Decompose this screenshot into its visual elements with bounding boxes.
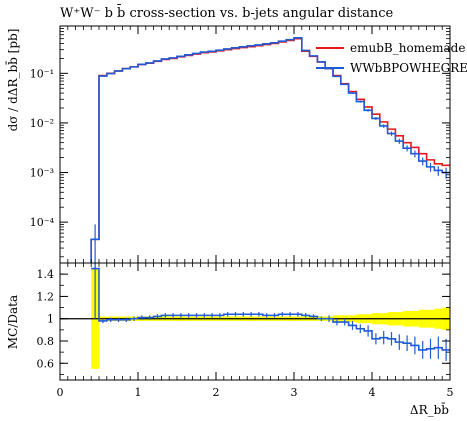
ratio-y-axis-label: MC/Data xyxy=(6,295,20,349)
x-tick-label-5: 5 xyxy=(447,386,454,399)
powheg-series-line xyxy=(90,37,450,263)
chart-title: W⁺W⁻ b b̄ cross-section vs. b-jets angul… xyxy=(60,4,394,21)
main-y-tick-label-1: 10⁻³ xyxy=(30,167,54,180)
x-tick-label-1: 1 xyxy=(135,386,142,399)
main-y-tick-label-2: 10⁻² xyxy=(30,117,54,130)
x-tick-label-4: 4 xyxy=(369,386,376,399)
legend: emubB_homemade WWbBPOWHEGRES xyxy=(316,41,467,75)
legend-label-emubB: emubB_homemade xyxy=(350,41,465,55)
main-y-axis-label: dσ / dΔR_bb̄ [pb] xyxy=(4,29,20,132)
main-y-tick-label-0: 10⁻⁴ xyxy=(30,216,55,229)
ratio-y-tick-label-3: 1.2 xyxy=(37,290,55,303)
ratio-y-tick-label-2: 1 xyxy=(47,313,54,326)
ratio-y-tick-label-1: 0.8 xyxy=(37,335,55,348)
x-tick-label-3: 3 xyxy=(291,386,298,399)
x-tick-label-2: 2 xyxy=(213,386,220,399)
ratio-panel: 0.6 0.8 1 1.2 1.4 0 1 2 3 4 5 xyxy=(37,262,454,399)
ratio-series-line xyxy=(91,267,450,351)
ratio-y-tick-label-0: 0.6 xyxy=(37,357,55,370)
legend-label-powheg: WWbBPOWHEGRES xyxy=(350,61,467,75)
x-axis-label: ΔR_bb̄ xyxy=(410,401,449,417)
ratio-y-tick-label-4: 1.4 xyxy=(37,268,55,281)
ratio-frame xyxy=(59,262,451,381)
main-y-tick-label-3: 10⁻¹ xyxy=(30,67,54,80)
x-tick-label-0: 0 xyxy=(57,386,64,399)
